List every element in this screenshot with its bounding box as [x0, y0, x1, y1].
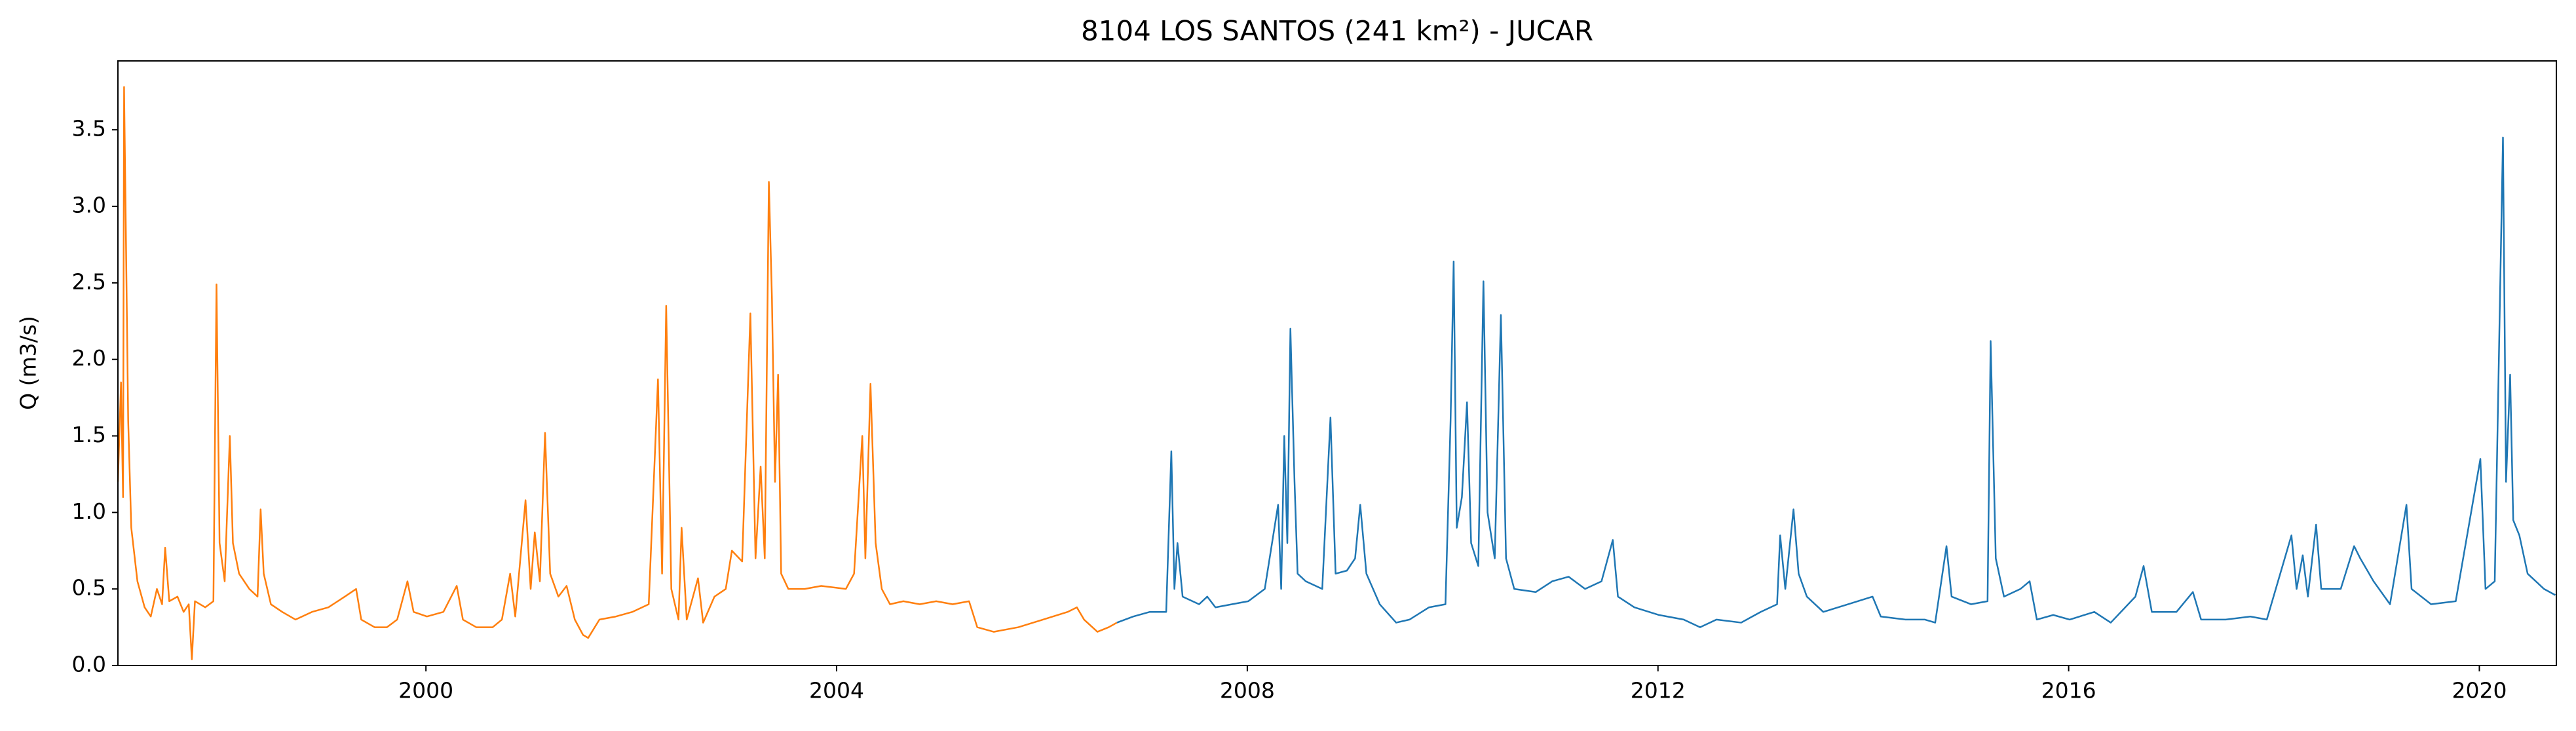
flow-line	[1116, 136, 2556, 628]
y-axis-label: Q (m3/s)	[16, 316, 41, 410]
x-tick-label: 2000	[398, 678, 453, 703]
x-tick-label: 2016	[2041, 678, 2096, 703]
y-tick-label: 0.5	[72, 575, 106, 601]
y-tick-label: 3.0	[72, 192, 106, 217]
x-tick-label: 2008	[1220, 678, 1275, 703]
y-tick-label: 2.0	[72, 345, 106, 371]
y-tick-label: 1.0	[72, 498, 106, 524]
x-tick-label: 2020	[2452, 678, 2507, 703]
chart-title: 8104 LOS SANTOS (241 km²) - JUCAR	[1081, 15, 1593, 47]
plot-frame	[117, 60, 2557, 666]
y-tick-label: 3.5	[72, 116, 106, 141]
y-tick-label: 2.5	[72, 269, 106, 294]
y-tick-label: 0.0	[72, 652, 106, 677]
x-tick-label: 2012	[1631, 678, 1686, 703]
flow-line	[117, 86, 1118, 660]
x-tick-label: 2004	[809, 678, 864, 703]
y-tick-label: 1.5	[72, 422, 106, 447]
